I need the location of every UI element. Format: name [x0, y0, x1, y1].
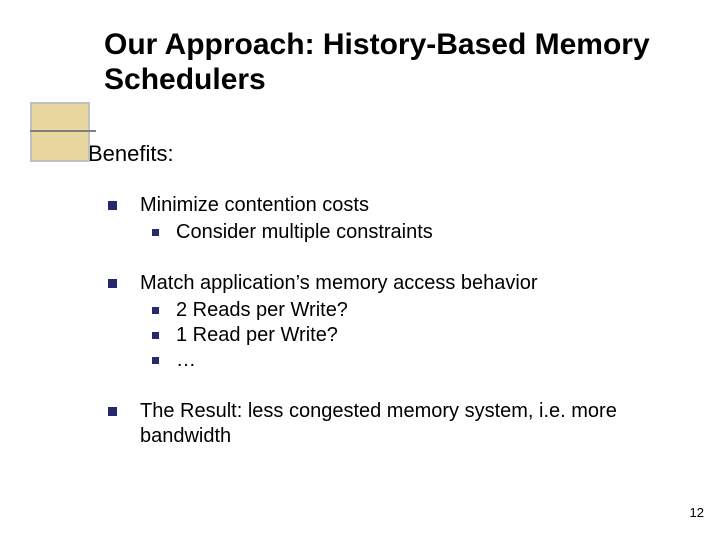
bullet-list: Minimize contention costs Consider multi… — [90, 193, 660, 449]
sub-list-item: 2 Reads per Write? — [140, 298, 660, 323]
list-item-text: Minimize contention costs — [140, 194, 369, 216]
page-number: 12 — [690, 505, 704, 520]
sub-list: Consider multiple constraints — [140, 220, 660, 245]
list-item: Match application’s memory access behavi… — [100, 271, 660, 373]
list-item: The Result: less congested memory system… — [100, 399, 660, 449]
slide-subtitle: Benefits: — [88, 141, 660, 167]
sub-list: 2 Reads per Write? 1 Read per Write? … — [140, 298, 660, 373]
accent-line-decoration — [30, 130, 96, 132]
accent-box-decoration — [30, 102, 90, 162]
slide-title: Our Approach: History-Based Memory Sched… — [104, 28, 660, 97]
list-item-text: Match application’s memory access behavi… — [140, 272, 538, 294]
slide: Our Approach: History-Based Memory Sched… — [0, 0, 720, 540]
sub-list-item: … — [140, 348, 660, 373]
list-item-text: The Result: less congested memory system… — [140, 400, 617, 447]
sub-list-item: Consider multiple constraints — [140, 220, 660, 245]
list-item: Minimize contention costs Consider multi… — [100, 193, 660, 245]
sub-list-item: 1 Read per Write? — [140, 323, 660, 348]
